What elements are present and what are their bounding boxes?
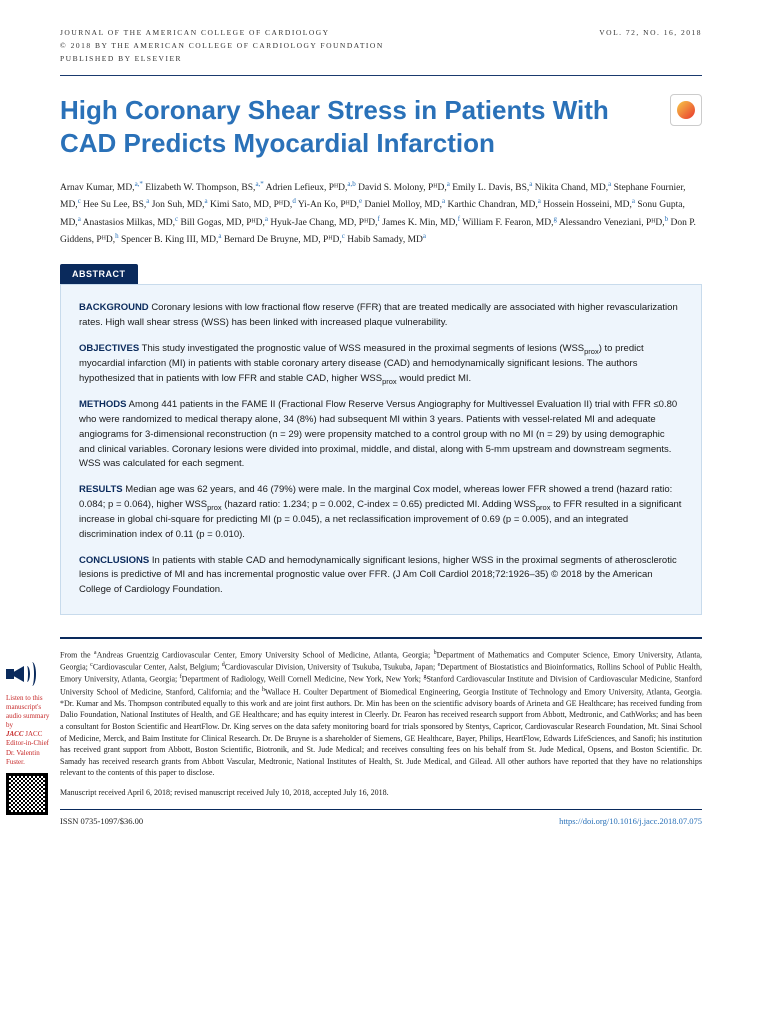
crossmark-icon[interactable] [670, 94, 702, 126]
author-list: Arnav Kumar, MD,a,* Elizabeth W. Thompso… [60, 179, 702, 248]
journal-name: JOURNAL OF THE AMERICAN COLLEGE OF CARDI… [60, 28, 330, 37]
listen-text[interactable]: Listen to this manuscript's audio summar… [6, 694, 55, 767]
audio-sidebar: Listen to this manuscript's audio summar… [0, 660, 55, 815]
issn: ISSN 0735-1097/$36.00 [60, 816, 143, 826]
copyright-line: © 2018 BY THE AMERICAN COLLEGE OF CARDIO… [60, 41, 702, 50]
abstract-conclusions: In patients with stable CAD and hemodyna… [79, 555, 677, 595]
manuscript-dates: Manuscript received April 6, 2018; revis… [60, 787, 702, 799]
publisher-line: PUBLISHED BY ELSEVIER [60, 54, 702, 63]
qr-code[interactable] [6, 773, 48, 815]
abstract-objectives: This study investigated the prognostic v… [79, 343, 644, 384]
volume-info: VOL. 72, NO. 16, 2018 [599, 28, 702, 37]
abstract-methods: Among 441 patients in the FAME II (Fract… [79, 399, 677, 469]
abstract-background: Coronary lesions with low fractional flo… [79, 302, 678, 328]
abstract-box: BACKGROUND Coronary lesions with low fra… [60, 284, 702, 615]
affiliations-footnote: From the aAndreas Gruentzig Cardiovascul… [60, 649, 702, 779]
footnote-rule [60, 637, 702, 639]
audio-icon[interactable] [6, 660, 44, 688]
abstract-results: Median age was 62 years, and 46 (79%) we… [79, 484, 681, 540]
header-rule [60, 75, 702, 76]
abstract-label: ABSTRACT [60, 264, 138, 284]
article-title: High Coronary Shear Stress in Patients W… [60, 94, 658, 159]
doi-link[interactable]: https://doi.org/10.1016/j.jacc.2018.07.0… [559, 816, 702, 826]
